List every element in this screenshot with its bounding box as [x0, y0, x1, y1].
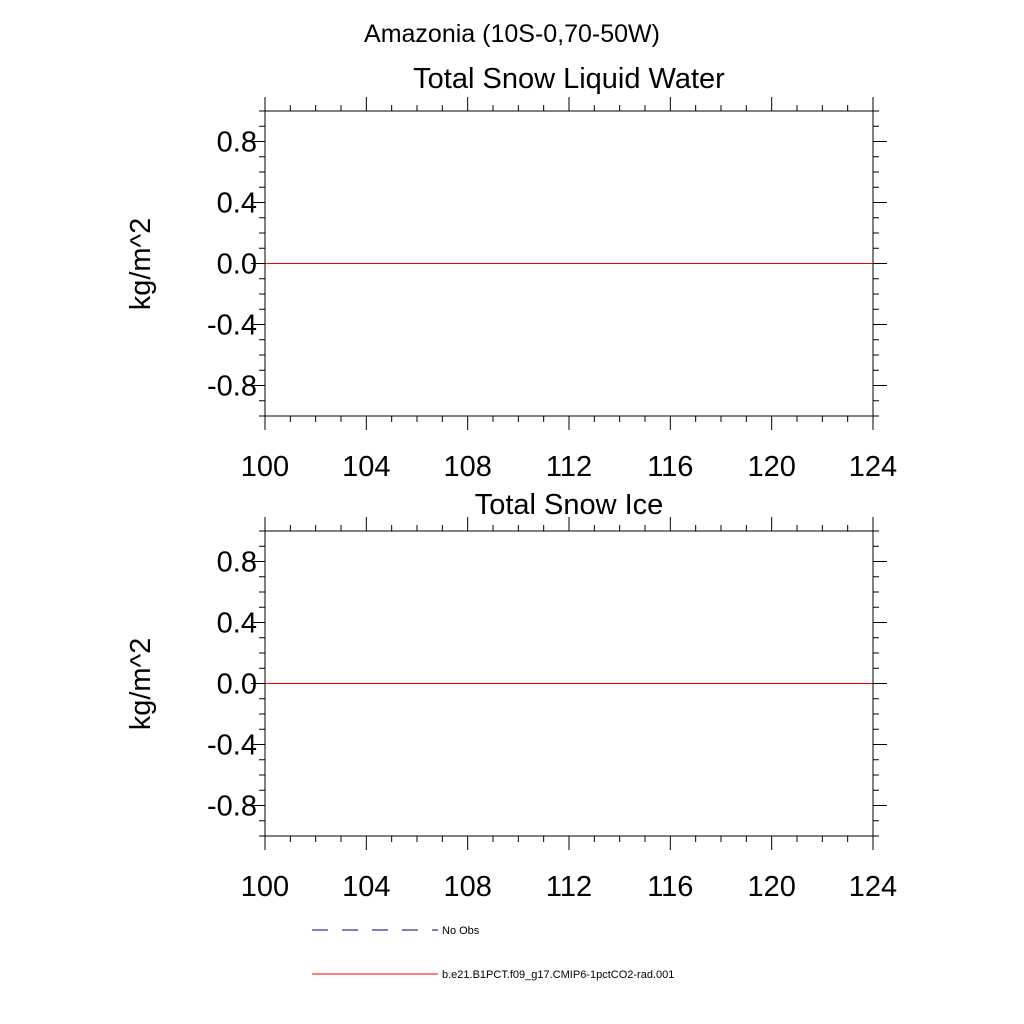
legend-item-model-run: b.e21.B1PCT.f09_g17.CMIP6-1pctCO2-rad.00…	[312, 969, 674, 981]
panel-title: Total Snow Ice	[475, 489, 664, 521]
y-tick-label: 0.4	[217, 188, 257, 220]
legend-label: b.e21.B1PCT.f09_g17.CMIP6-1pctCO2-rad.00…	[442, 969, 674, 981]
panel-title: Total Snow Liquid Water	[413, 63, 725, 95]
panel-total-snow-ice: Total Snow Ice kg/m^2 100 104 108 112 116 120…	[125, 489, 897, 903]
x-tick-label: 120	[747, 871, 795, 903]
x-tick-label: 116	[647, 451, 693, 483]
x-tick-label: 112	[546, 871, 592, 903]
y-tick-label: 0.0	[217, 669, 257, 701]
x-tick-label: 104	[342, 871, 390, 903]
y-tick-label: -0.8	[207, 371, 257, 403]
y-tick-label: 0.8	[217, 127, 257, 159]
x-tick-label: 116	[647, 871, 693, 903]
x-tick-label: 104	[342, 451, 390, 483]
x-tick-label: 124	[849, 451, 897, 483]
x-tick-label: 108	[443, 871, 491, 903]
x-tick-label: 124	[849, 871, 897, 903]
y-tick-label: 0.0	[217, 249, 257, 281]
figure-title: Amazonia (10S-0,70-50W)	[364, 20, 660, 48]
x-tick-label: 100	[241, 451, 289, 483]
y-tick-label: -0.8	[207, 791, 257, 823]
legend: No Obs b.e21.B1PCT.f09_g17.CMIP6-1pctCO2…	[312, 925, 674, 981]
x-tick-label: 100	[241, 871, 289, 903]
x-tick-label: 112	[546, 451, 592, 483]
y-tick-label: 0.4	[217, 608, 257, 640]
y-tick-label: -0.4	[207, 310, 257, 342]
y-axis-label: kg/m^2	[125, 638, 157, 731]
x-tick-label: 108	[443, 451, 491, 483]
x-tick-label: 120	[747, 451, 795, 483]
y-tick-label: 0.8	[217, 547, 257, 579]
y-tick-label: -0.4	[207, 730, 257, 762]
y-axis-label: kg/m^2	[125, 218, 157, 311]
legend-item-no-obs: No Obs	[312, 925, 480, 937]
panel-total-snow-liquid-water: Total Snow Liquid Water kg/m^2 100 104 108…	[125, 63, 897, 483]
legend-label: No Obs	[442, 925, 480, 937]
